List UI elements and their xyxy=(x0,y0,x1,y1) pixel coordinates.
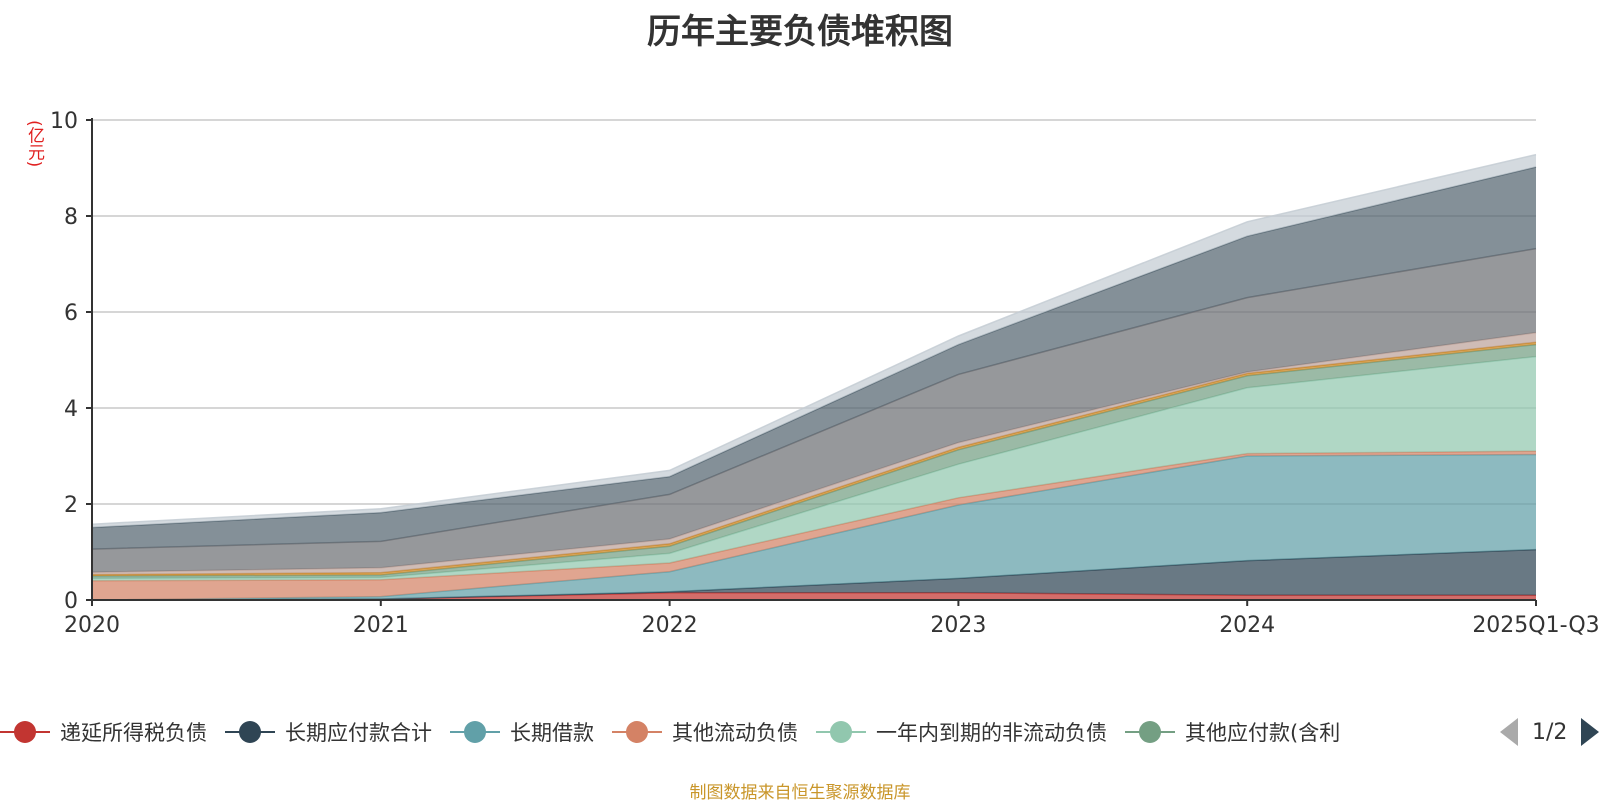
legend-item-4[interactable]: 一年内到期的非流动负债 xyxy=(816,717,1107,747)
series-line-10 xyxy=(91,153,1537,525)
series-areas xyxy=(91,153,1537,601)
chart-title: 历年主要负债堆积图 xyxy=(647,12,953,52)
y-tick-label: 2 xyxy=(64,493,78,518)
legend-next-page-icon[interactable] xyxy=(1581,718,1600,746)
x-tick-label: 2024 xyxy=(1219,613,1275,638)
legend-item-5[interactable]: 其他应付款(含利 xyxy=(1125,717,1340,747)
y-tick-label: 10 xyxy=(50,109,78,134)
x-tick-label: 2020 xyxy=(64,613,120,638)
legend-label: 其他流动负债 xyxy=(672,721,798,745)
legend-item-3[interactable]: 其他流动负债 xyxy=(612,717,798,747)
legend-label: 一年内到期的非流动负债 xyxy=(876,721,1107,745)
legend-marker-icon xyxy=(0,720,50,744)
legend-marker-icon xyxy=(450,720,500,744)
legend-pager: 1/2 xyxy=(1500,718,1600,746)
area-series-8 xyxy=(92,248,1536,573)
axes: 0 2 4 6 8 10 2020 2021 2022 2023 2024 2025Q1-Q3 xyxy=(50,109,1600,638)
area-series-2 xyxy=(92,454,1536,600)
legend-marker-icon xyxy=(225,720,275,744)
y-tick-label: 4 xyxy=(64,397,78,422)
legend-prev-page-icon[interactable] xyxy=(1500,718,1518,746)
area-series-7 xyxy=(92,332,1536,575)
stacked-area-chart: 0 2 4 6 8 10 2020 2021 2022 2023 2024 2025Q1-Q3 xyxy=(50,109,1600,638)
legend-marker-icon xyxy=(1125,720,1175,744)
y-tick-label: 0 xyxy=(64,589,78,614)
x-tick-label: 2025Q1-Q3 xyxy=(1472,613,1599,638)
legend-label: 长期借款 xyxy=(510,721,594,745)
x-tick-label: 2021 xyxy=(353,613,409,638)
legend: 递延所得税负债 长期应付款合计 长期借款 其他流动负债 一年内到期的非流动负债 其他应付款… xyxy=(0,712,1358,752)
legend-marker-icon xyxy=(816,720,866,744)
legend-marker-icon xyxy=(612,720,662,744)
legend-label: 长期应付款合计 xyxy=(285,721,432,745)
legend-item-2[interactable]: 长期借款 xyxy=(450,717,594,747)
area-series-9 xyxy=(92,167,1536,550)
legend-item-0[interactable]: 递延所得税负债 xyxy=(0,717,207,747)
y-tick-label: 8 xyxy=(64,205,78,230)
data-source-note: 制图数据来自恒生聚源数据库 xyxy=(689,783,911,803)
area-series-4 xyxy=(92,356,1536,581)
x-tick-label: 2023 xyxy=(930,613,986,638)
legend-label: 其他应付款(含利 xyxy=(1185,721,1341,745)
x-tick-label: 2022 xyxy=(642,613,698,638)
area-series-5 xyxy=(92,344,1536,579)
legend-page-indicator: 1/2 xyxy=(1532,719,1568,745)
series-line-6 xyxy=(91,341,1537,576)
y-axis-unit: (亿元) xyxy=(24,120,44,168)
legend-item-1[interactable]: 长期应付款合计 xyxy=(225,717,432,747)
series-line-3 xyxy=(91,450,1537,582)
legend-label: 递延所得税负债 xyxy=(60,721,207,745)
area-series-10 xyxy=(92,154,1536,528)
area-series-3 xyxy=(92,451,1536,600)
y-tick-label: 6 xyxy=(64,301,78,326)
area-series-1 xyxy=(92,549,1536,600)
